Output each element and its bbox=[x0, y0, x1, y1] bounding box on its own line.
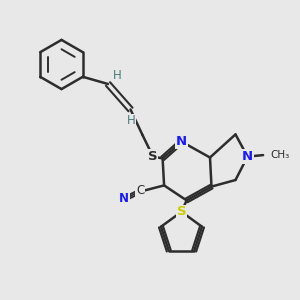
Text: N: N bbox=[242, 150, 253, 163]
Text: N: N bbox=[176, 135, 187, 148]
Text: S: S bbox=[148, 150, 158, 163]
Text: C: C bbox=[136, 184, 144, 197]
Text: H: H bbox=[127, 114, 136, 128]
Text: CH₃: CH₃ bbox=[270, 150, 289, 160]
Text: N: N bbox=[119, 192, 129, 205]
Text: S: S bbox=[177, 205, 186, 218]
Text: H: H bbox=[112, 69, 122, 82]
